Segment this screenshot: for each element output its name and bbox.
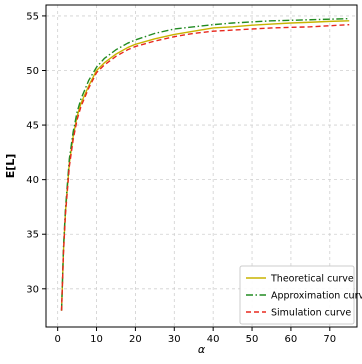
plot-frame [45,4,358,328]
y-tick-label: 45 [26,121,39,132]
y-tick-label: 50 [26,66,39,77]
x-tick-label: 40 [207,334,220,345]
x-tick-label: 0 [54,334,60,345]
x-tick-label: 10 [90,334,103,345]
x-tick-label: 50 [246,334,259,345]
y-tick-label: 40 [26,175,39,186]
x-tick-label: 70 [323,334,336,345]
x-tick-label: 20 [129,334,142,345]
y-tick-label: 35 [26,230,39,241]
legend-box [239,265,355,325]
x-axis-label: α [198,343,206,356]
y-tick-label: 30 [26,284,39,295]
legend-label-0: Theoretical curve [270,274,354,285]
x-tick-label: 30 [168,334,181,345]
legend-label-2: Simulation curve [271,308,351,319]
x-axis-ticks: 0 10 20 30 40 50 60 70 [54,327,336,345]
x-tick-label: 60 [285,334,298,345]
series-line-1 [60,17,350,311]
legend-label-1: Approximation curve [271,291,362,302]
series-lines [60,17,350,311]
y-axis-ticks: 30 35 40 45 50 55 [26,11,46,295]
y-tick-label: 55 [26,11,39,22]
y-axis-label: E[L] [4,154,17,179]
legend: Theoretical curve Approximation curve Simu… [239,265,362,325]
